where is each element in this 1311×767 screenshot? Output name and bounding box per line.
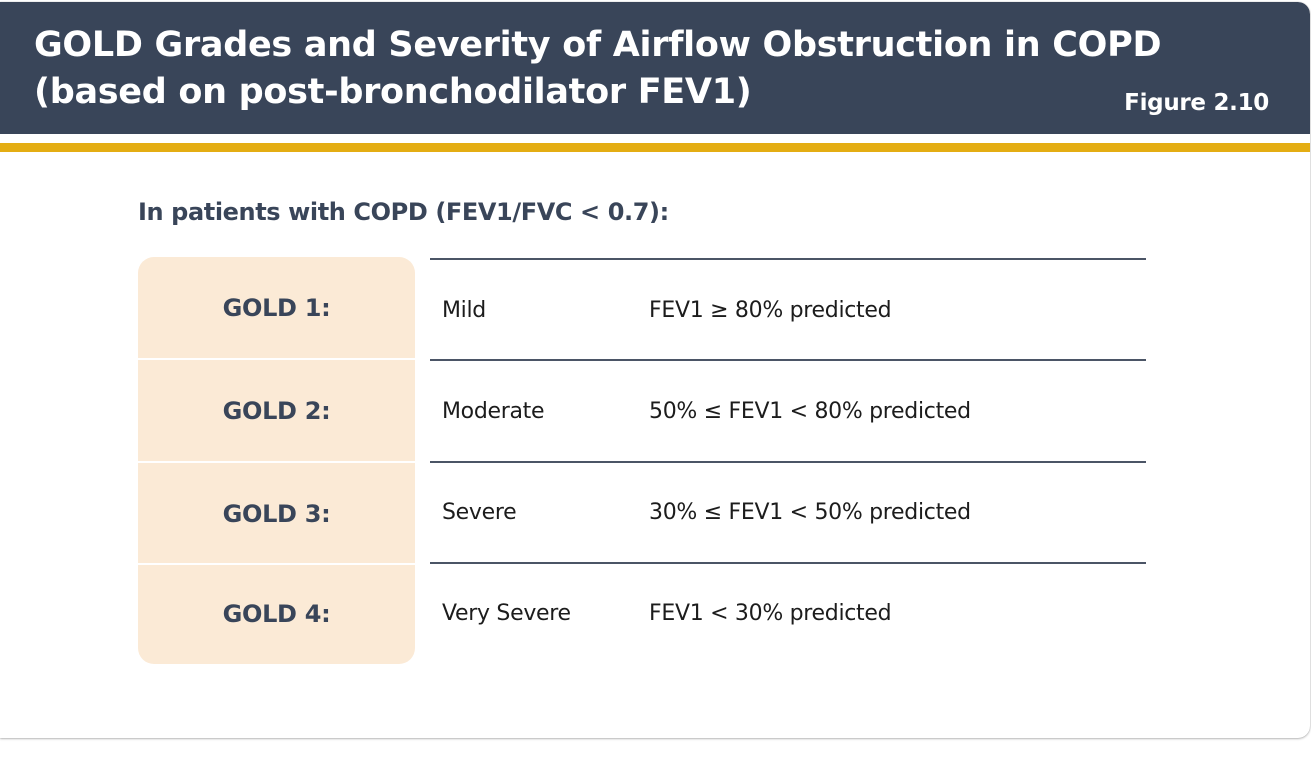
grade-label-2: GOLD 2: [222,396,331,425]
criteria-4: FEV1 < 30% predicted [649,601,892,626]
criteria-1: FEV1 ≥ 80% predicted [649,298,892,323]
grade-label-4: GOLD 4: [222,599,331,628]
accent-bar [0,143,1310,152]
header-banner: GOLD Grades and Severity of Airflow Obst… [0,2,1310,134]
figure-label: Figure 2.10 [1124,90,1269,116]
severity-3: Severe [442,500,517,525]
slide-title-line-1: GOLD Grades and Severity of Airflow Obst… [34,25,1162,65]
grade-divider [138,358,415,360]
table-rule [430,562,1146,564]
table-rule [430,359,1146,361]
severity-1: Mild [442,298,486,323]
grade-label-3: GOLD 3: [222,499,331,528]
table-rule-top [430,258,1146,260]
grade-label-1: GOLD 1: [222,293,331,322]
slide: GOLD Grades and Severity of Airflow Obst… [0,2,1310,738]
criteria-3: 30% ≤ FEV1 < 50% predicted [649,500,971,525]
grade-divider [138,461,415,463]
severity-4: Very Severe [442,601,571,626]
table-rule [430,461,1146,463]
table-subtitle: In patients with COPD (FEV1/FVC < 0.7): [138,198,669,226]
slide-title: GOLD Grades and Severity of Airflow Obst… [34,22,1162,116]
grade-divider [138,563,415,565]
criteria-2: 50% ≤ FEV1 < 80% predicted [649,399,971,424]
grade-column: GOLD 1: GOLD 2: GOLD 3: GOLD 4: [138,257,415,664]
slide-title-line-2: (based on post-bronchodilator FEV1) [34,72,752,112]
severity-2: Moderate [442,399,545,424]
